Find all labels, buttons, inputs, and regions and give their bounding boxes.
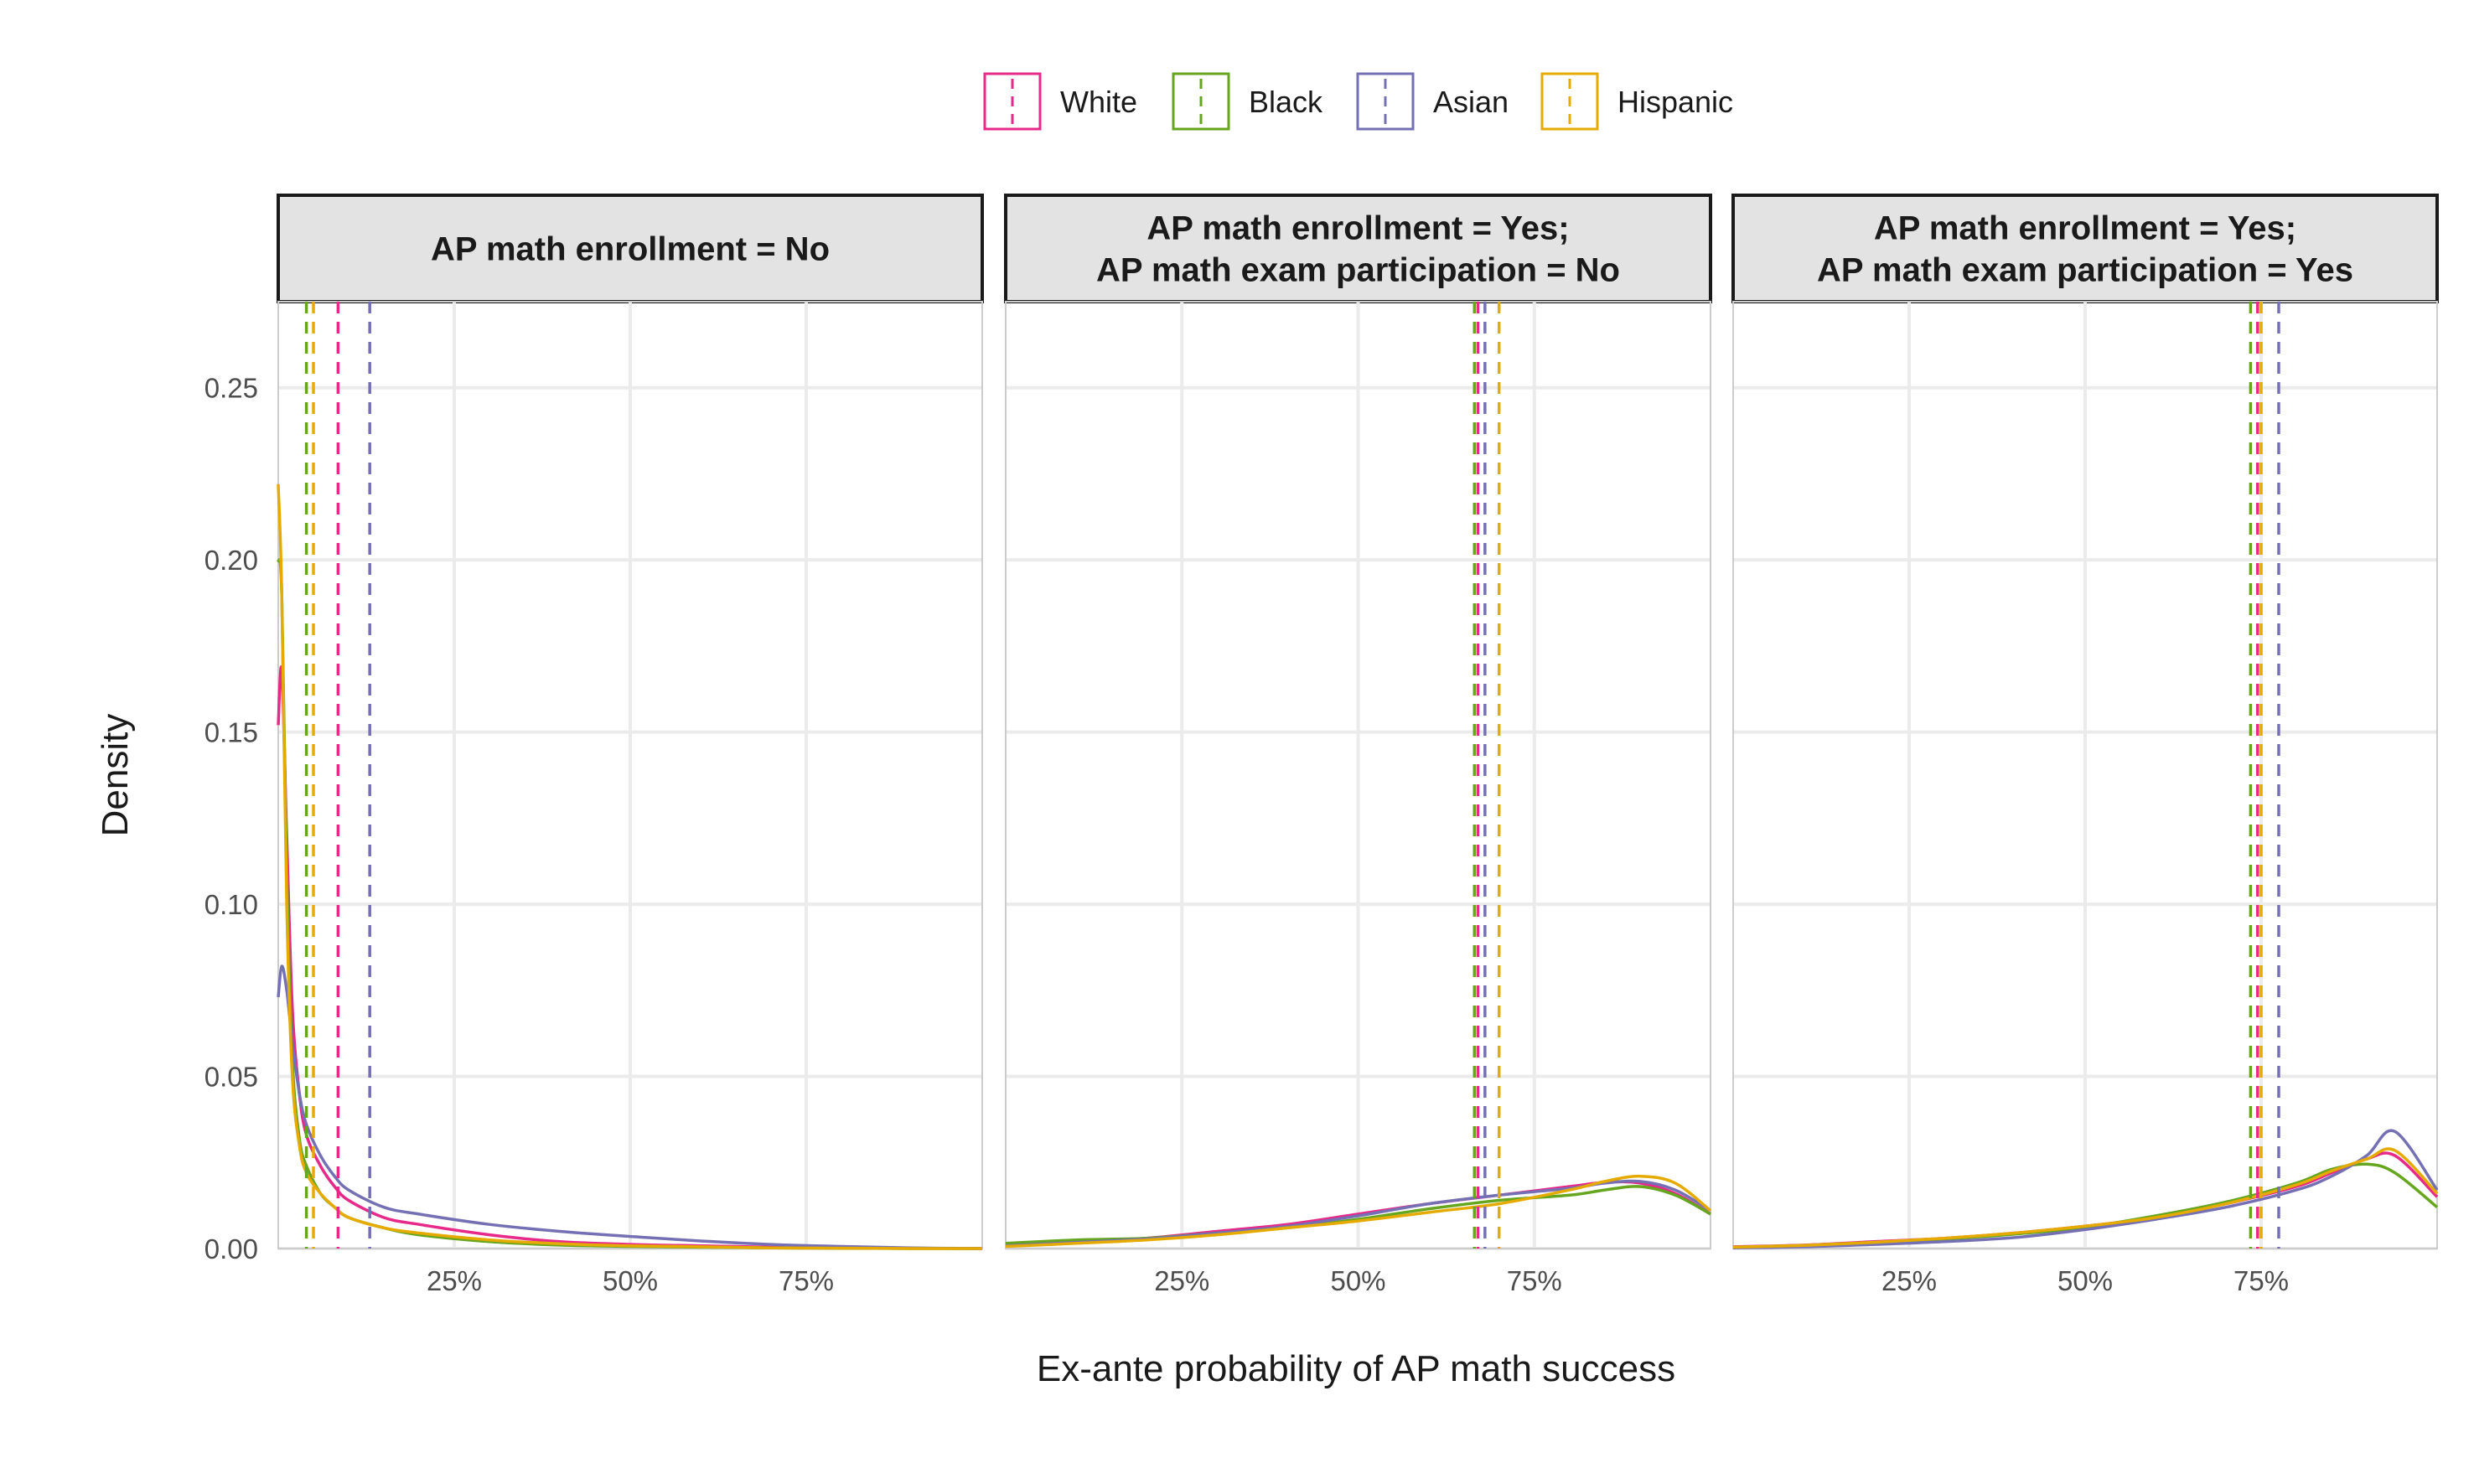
panel-2: AP math enrollment = Yes; AP math exam pa… xyxy=(1004,194,1712,1296)
density-curve-hispanic xyxy=(1005,1174,1712,1249)
y-axis: 0.00 0.05 0.10 0.15 0.20 0.25 xyxy=(204,373,258,1264)
legend-label-white: White xyxy=(1060,85,1137,119)
panel-border-3 xyxy=(1732,301,2438,1249)
panel-title-2-line-2: AP math exam participation = No xyxy=(1096,252,1620,289)
legend-entry-white: White xyxy=(983,72,1137,131)
legend-label-black: Black xyxy=(1249,85,1323,119)
density-curve-hispanic xyxy=(1732,1147,2439,1249)
y-tick-label: 0.20 xyxy=(204,545,258,576)
x-tick-label: 50% xyxy=(2057,1265,2113,1296)
x-tick-label: 75% xyxy=(779,1265,834,1296)
legend-entry-hispanic: Hispanic xyxy=(1540,72,1733,131)
x-tick-label: 50% xyxy=(1330,1265,1385,1296)
panel-strip-1 xyxy=(277,194,984,303)
density-curve-asian xyxy=(1732,1129,2439,1249)
panel-border-2 xyxy=(1005,301,1711,1249)
panel-title-1-line-1: AP math enrollment = No xyxy=(431,231,830,268)
density-curve-asian xyxy=(277,964,983,1250)
panel-title-3-line-1: AP math enrollment = Yes; xyxy=(1874,210,2296,247)
x-tick-label: 75% xyxy=(1507,1265,1562,1296)
legend: White Black Asian Hispanic xyxy=(983,72,1733,131)
y-tick-label: 0.05 xyxy=(204,1062,258,1093)
x-tick-label: 25% xyxy=(1154,1265,1209,1296)
legend-label-hispanic: Hispanic xyxy=(1617,85,1733,119)
y-tick-label: 0.10 xyxy=(204,889,258,920)
panel-border-1 xyxy=(277,301,983,1249)
legend-entry-asian: Asian xyxy=(1356,72,1509,131)
y-tick-label: 0.00 xyxy=(204,1233,258,1264)
panel-title-3-line-2: AP math exam participation = Yes xyxy=(1817,252,2353,289)
x-tick-label: 25% xyxy=(427,1265,482,1296)
panel-title-2-line-1: AP math enrollment = Yes; xyxy=(1146,210,1569,247)
y-axis-title: Density xyxy=(95,714,136,837)
x-tick-label: 75% xyxy=(2233,1265,2289,1296)
x-axis-title: Ex-ante probability of AP math success xyxy=(1037,1348,1675,1389)
y-tick-label: 0.25 xyxy=(204,373,258,404)
x-tick-label: 25% xyxy=(1881,1265,1937,1296)
x-tick-label: 50% xyxy=(603,1265,658,1296)
legend-entry-black: Black xyxy=(1172,72,1323,131)
y-tick-label: 0.15 xyxy=(204,717,258,748)
legend-label-asian: Asian xyxy=(1433,85,1509,119)
panel-1: AP math enrollment = No 25% 50% 75% xyxy=(277,194,984,1296)
density-curve-hispanic xyxy=(277,483,983,1250)
panel-3: AP math enrollment = Yes; AP math exam pa… xyxy=(1731,194,2439,1296)
